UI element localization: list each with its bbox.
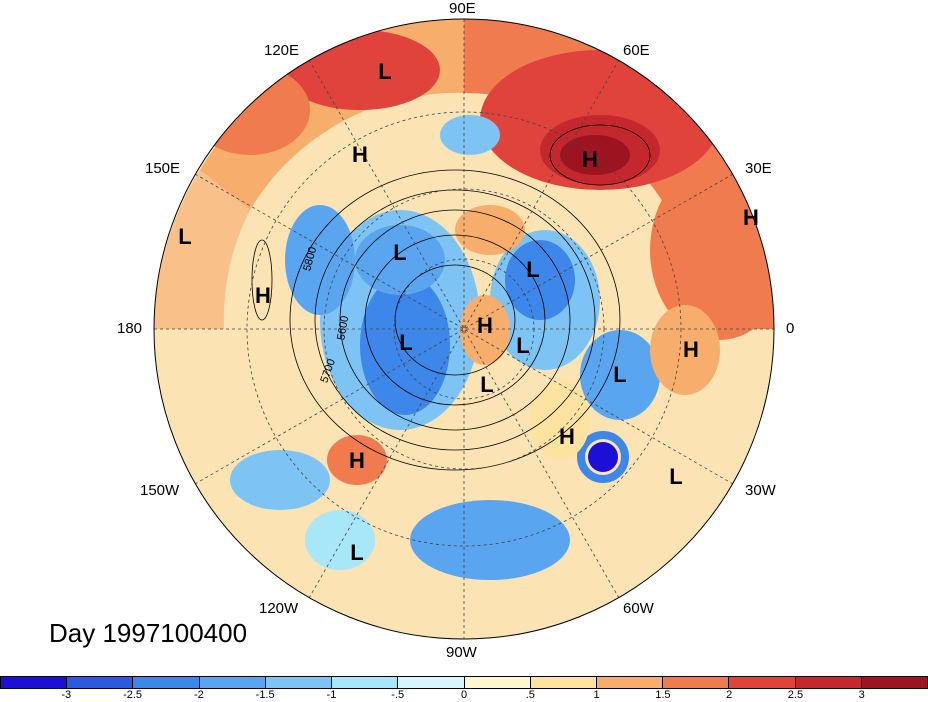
pressure-marker: L [613, 362, 627, 387]
colorbar-tick-label: 1 [593, 689, 600, 701]
colorbar-swatch [199, 677, 266, 688]
colorbar-tick-label: -2.5 [123, 689, 143, 701]
lon-label-30w: 30W [745, 482, 776, 499]
colorbar-swatch [530, 677, 597, 688]
lon-label-60e: 60E [623, 42, 650, 59]
pressure-marker: H [582, 147, 598, 172]
colorbar-tick-label: .5 [525, 689, 535, 701]
colorbar-tick-label: -1.5 [255, 689, 275, 701]
lon-label-30e: 30E [745, 160, 772, 177]
colorbar-swatch [663, 677, 730, 688]
pressure-marker: H [255, 283, 271, 308]
lon-label-120e: 120E [264, 42, 300, 59]
colorbar-swatch [332, 677, 399, 688]
pressure-marker: H [349, 448, 365, 473]
pressure-marker: L [669, 464, 683, 489]
pressure-marker: H [683, 337, 699, 362]
colorbar-tick-label: 1.5 [655, 689, 671, 701]
colorbar-swatch [265, 677, 333, 688]
pressure-marker: L [378, 59, 392, 84]
lon-label-150e: 150E [145, 160, 181, 177]
colorbar-swatch [795, 677, 862, 688]
colorbar-swatch [133, 677, 200, 688]
pressure-marker: L [526, 257, 540, 282]
colorbar-tick-label: -3 [61, 689, 72, 701]
lon-label-150w: 150W [140, 482, 180, 499]
colorbar-swatch [398, 677, 465, 688]
pressure-marker: L [350, 540, 364, 565]
pressure-marker: L [178, 224, 192, 249]
colorbar-tick-label: -.5 [391, 689, 405, 701]
map-title: Day 1997100400 [49, 618, 248, 648]
colorbar-tick-label: 3 [858, 689, 865, 701]
pressure-marker: L [393, 240, 407, 265]
colorbar-swatch [1, 677, 68, 688]
pressure-marker: H [352, 142, 368, 167]
pressure-marker: H [743, 205, 759, 230]
colorbar-swatch [596, 677, 664, 688]
colorbar-tick-label: 2 [726, 689, 733, 701]
colorbar [0, 676, 928, 689]
pressure-marker: H [559, 424, 575, 449]
colorbar-swatch [67, 677, 134, 688]
anomaly-field [154, 19, 774, 639]
lon-label-0: 0 [786, 320, 795, 337]
colorbar-swatch [861, 677, 928, 688]
colorbar-tick-label: -2 [193, 689, 204, 701]
colorbar-tick-label: 0 [460, 689, 468, 701]
pressure-marker: L [480, 372, 494, 397]
lon-label-90e: 90E [449, 0, 476, 17]
lon-label-180: 180 [117, 320, 143, 337]
pressure-marker: L [399, 330, 413, 355]
lon-label-60w: 60W [623, 600, 654, 617]
pressure-marker: L [516, 333, 530, 358]
colorbar-tick-label: 2.5 [787, 689, 804, 701]
colorbar-swatch [729, 677, 796, 688]
lon-label-90w: 90W [446, 644, 477, 661]
lon-label-120w: 120W [259, 600, 299, 617]
pressure-marker: H [477, 313, 493, 338]
colorbar-swatch [464, 677, 531, 688]
colorbar-tick-label: -1 [326, 689, 337, 701]
